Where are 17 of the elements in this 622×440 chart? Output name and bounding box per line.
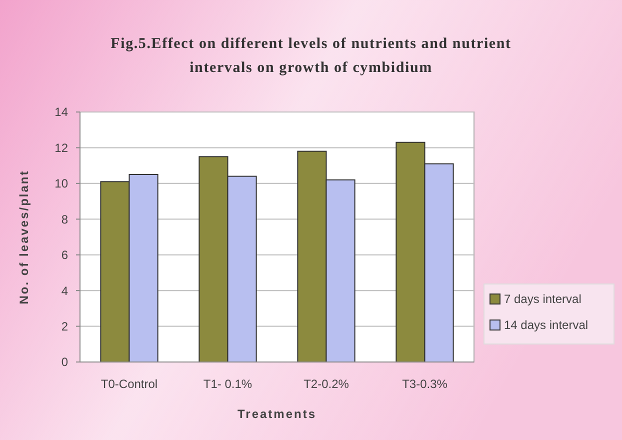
legend-label: 7 days interval	[504, 292, 582, 306]
x-tick-label: T3-0.3%	[402, 377, 448, 391]
y-tick-label: 6	[61, 248, 68, 262]
x-tick-label: T1- 0.1%	[203, 377, 252, 391]
y-tick-label: 14	[54, 105, 68, 120]
y-tick-label: 10	[54, 176, 68, 191]
y-axis-title: No. of leaves/plant	[17, 170, 31, 304]
x-tick-label: T0-Control	[100, 377, 158, 391]
y-tick-label: 12	[54, 140, 68, 155]
y-tick-label: 2	[61, 319, 68, 334]
y-tick-label: 4	[61, 284, 68, 298]
legend-label: 14 days interval	[504, 318, 588, 332]
x-axis-title: Treatments	[237, 407, 317, 421]
y-tick-label: 8	[61, 212, 68, 226]
y-tick-label: 0	[61, 355, 68, 370]
x-tick-label: T2-0.2%	[304, 377, 350, 391]
chart-title: Fig.5.Effect on different levels of nutrients and nutrient intervals on growth of cymbidium	[110, 36, 512, 76]
